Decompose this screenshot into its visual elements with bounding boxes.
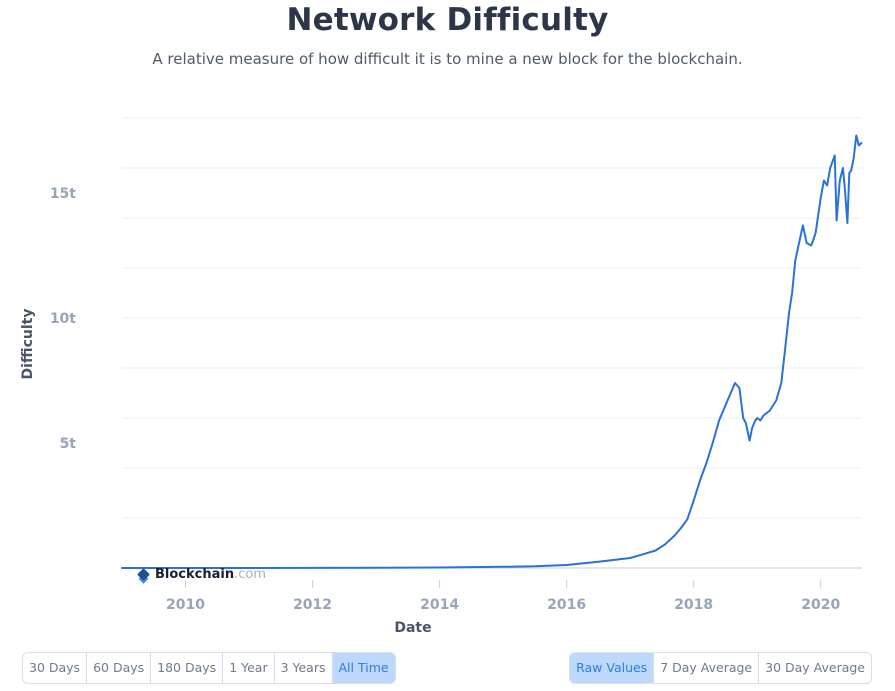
range-all-time-button[interactable]: All Time bbox=[332, 653, 395, 683]
brand-name: Blockchain bbox=[155, 567, 235, 582]
x-tick-label: 2010 bbox=[166, 597, 205, 613]
brand-suffix: .com bbox=[234, 567, 266, 582]
range-3-years-button[interactable]: 3 Years bbox=[275, 653, 333, 683]
y-tick-label: 15t bbox=[50, 186, 76, 202]
x-tick-label: 2020 bbox=[801, 597, 840, 613]
chart-subtitle: A relative measure of how difficult it i… bbox=[152, 50, 743, 68]
range-60-days-button[interactable]: 60 Days bbox=[87, 653, 152, 683]
range-180-days-button[interactable]: 180 Days bbox=[151, 653, 224, 683]
7-day-average-button[interactable]: 7 Day Average bbox=[654, 653, 760, 683]
range-1-year-button[interactable]: 1 Year bbox=[223, 653, 275, 683]
x-tick-label: 2016 bbox=[547, 597, 586, 613]
time-range-selector: 30 Days 60 Days 180 Days 1 Year 3 Years … bbox=[22, 652, 396, 684]
averaging-selector: Raw Values 7 Day Average 30 Day Average bbox=[569, 652, 872, 684]
y-tick-label: 10t bbox=[50, 311, 76, 327]
range-30-days-button[interactable]: 30 Days bbox=[23, 653, 88, 683]
series-line-difficulty bbox=[121, 134, 863, 569]
30-day-average-button[interactable]: 30 Day Average bbox=[765, 660, 865, 675]
y-axis-title: Difficulty bbox=[20, 309, 36, 380]
y-tick-label: 5t bbox=[60, 436, 77, 452]
x-tick-label: 2012 bbox=[293, 597, 332, 613]
blockchain-watermark: Blockchain .com bbox=[137, 567, 266, 582]
blockchain-logo-icon bbox=[137, 568, 150, 581]
chart-title: Network Difficulty bbox=[286, 2, 609, 38]
x-axis-title: Date bbox=[394, 620, 431, 636]
raw-values-button[interactable]: Raw Values bbox=[570, 653, 655, 683]
x-tick-label: 2018 bbox=[674, 597, 713, 613]
x-tick-label: 2014 bbox=[420, 597, 459, 613]
